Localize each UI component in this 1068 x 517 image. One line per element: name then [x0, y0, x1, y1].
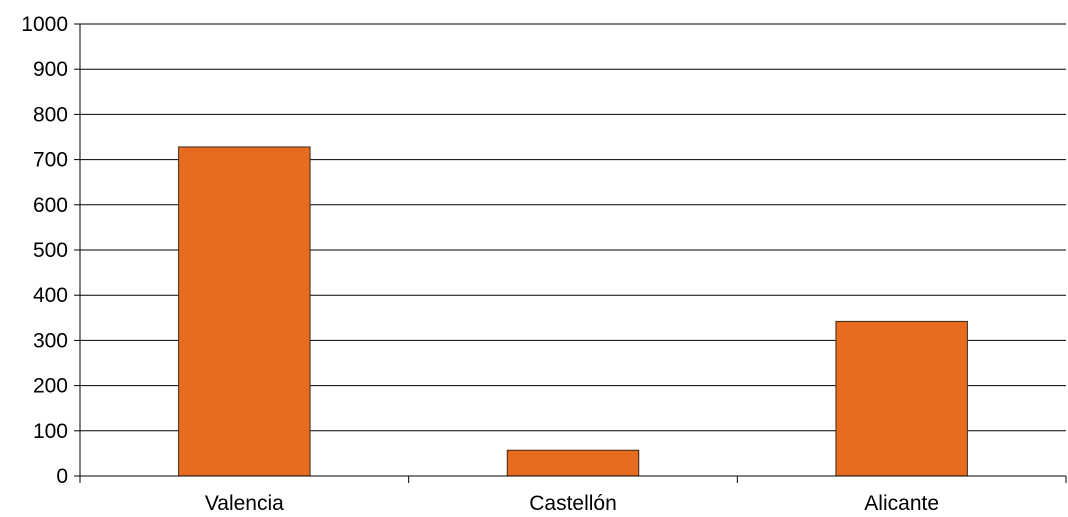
x-category-label: Alicante — [864, 492, 939, 515]
y-tick-label: 300 — [33, 329, 68, 352]
axes — [74, 23, 1067, 483]
y-tick-label: 100 — [33, 420, 68, 443]
y-tick-label: 700 — [33, 149, 68, 172]
y-tick-label: 400 — [33, 284, 68, 307]
y-tick-label: 500 — [33, 239, 68, 262]
y-tick-label: 200 — [33, 375, 68, 398]
y-tick-label: 600 — [33, 194, 68, 217]
y-tick-label: 800 — [33, 103, 68, 126]
y-tick-label: 0 — [56, 465, 68, 488]
labels: 0 100 200 300 400 500 600 700 800 900 1000 Valencia… — [21, 13, 939, 515]
y-tick-label: 1000 — [21, 13, 68, 36]
bar-alicante — [835, 320, 968, 477]
bars — [178, 146, 968, 477]
bar-castellon — [506, 449, 640, 477]
y-tick-label: 900 — [33, 58, 68, 81]
bar-valencia — [178, 146, 311, 477]
x-category-label: Castellón — [529, 492, 617, 515]
x-category-label: Valencia — [205, 492, 284, 515]
